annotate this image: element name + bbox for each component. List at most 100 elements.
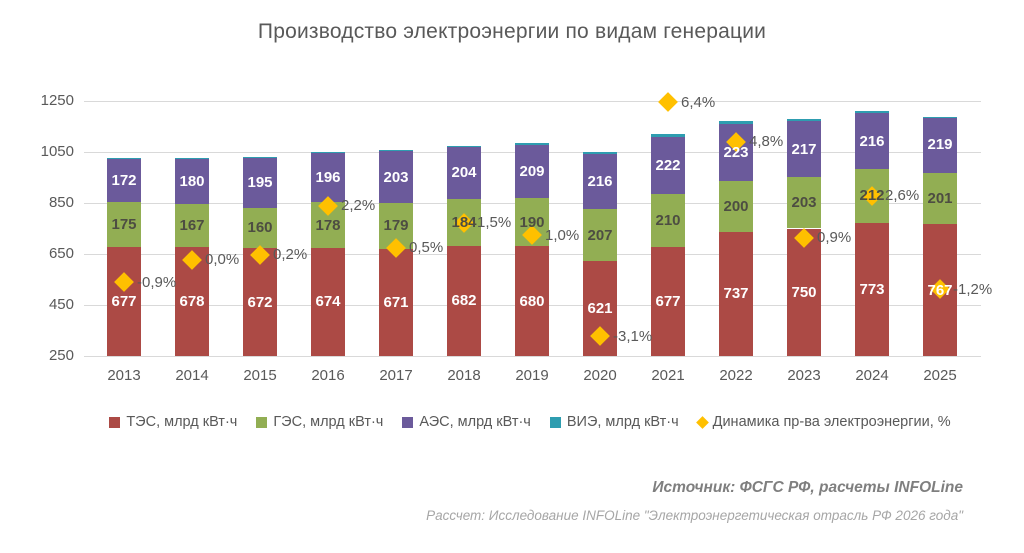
bar-segment xyxy=(447,145,481,147)
bar-segment xyxy=(311,152,345,203)
bar-segment xyxy=(379,248,413,356)
bar-segment xyxy=(175,157,209,159)
bar-value-label: 179 xyxy=(383,217,409,235)
legend-color-swatch xyxy=(109,416,121,428)
y-axis-tick-label: 250 xyxy=(48,347,74,364)
bar-segment xyxy=(855,113,889,169)
bar-value-label: 677 xyxy=(111,293,137,311)
bar-segment xyxy=(719,120,753,124)
y-axis-tick-label: 850 xyxy=(48,194,74,211)
bar-segment xyxy=(447,146,481,199)
bar-value-label: 621 xyxy=(587,300,613,318)
bar-value-label: 677 xyxy=(655,293,681,311)
bar-value-label: 178 xyxy=(315,216,341,234)
bar-segment xyxy=(107,202,141,248)
x-axis-label: 2019 xyxy=(515,367,549,384)
x-axis-label: 2018 xyxy=(447,367,481,384)
gridline xyxy=(84,100,981,102)
bar-value-label: 672 xyxy=(247,293,273,311)
legend-color-swatch xyxy=(256,416,268,428)
dynamics-percent-label: -3,1% xyxy=(613,327,653,345)
dynamics-percent-label: 0,2% xyxy=(273,246,308,264)
bar-segment xyxy=(651,193,685,248)
bar-segment xyxy=(923,117,957,173)
dynamics-percent-label: 2,6% xyxy=(885,187,920,205)
dynamics-percent-label: 1,5% xyxy=(477,214,512,232)
bar-value-label: 167 xyxy=(179,217,205,235)
bar-segment xyxy=(515,144,549,198)
bar-segment xyxy=(923,116,957,118)
plot-area: 250 450 650 850 1050 1250 677 175 172 2013 678 167 1… xyxy=(41,92,992,384)
bar-value-label: 750 xyxy=(791,283,817,301)
bar-value-label: 201 xyxy=(927,190,953,208)
dynamics-percent-label: 6,4% xyxy=(681,93,716,111)
x-axis-label: 2014 xyxy=(175,367,209,384)
bar-segment xyxy=(719,180,753,232)
bar-value-label: 204 xyxy=(451,164,477,182)
bar-segment xyxy=(379,150,413,152)
bar-value-label: 210 xyxy=(655,211,681,229)
bar-value-label: 767 xyxy=(927,281,953,299)
legend-item: ТЭС, млрд кВт·ч xyxy=(109,414,237,430)
x-axis-label: 2016 xyxy=(311,367,345,384)
bar-value-label: 674 xyxy=(315,293,341,311)
bar-segment xyxy=(175,204,209,247)
bar-value-label: 195 xyxy=(247,174,273,192)
legend-label: Динамика пр-ва электроэнергии, % xyxy=(712,414,951,430)
bar-value-label: 680 xyxy=(519,292,545,310)
dynamics-percent-label: 4,8% xyxy=(749,133,784,151)
bar-segment xyxy=(583,153,617,209)
legend-label: АЭС, млрд кВт·ч xyxy=(419,414,531,430)
x-axis-label: 2023 xyxy=(787,367,821,384)
dynamics-percent-label: -1,2% xyxy=(953,280,993,298)
legend-label: ТЭС, млрд кВт·ч xyxy=(126,414,238,430)
bar-value-label: 219 xyxy=(927,136,953,154)
bar-segment xyxy=(651,136,685,194)
bar-segment xyxy=(787,176,821,229)
bar-segment xyxy=(311,247,345,356)
bar-segment xyxy=(787,119,821,122)
bar-value-label: 203 xyxy=(791,194,817,212)
bar-value-label: 209 xyxy=(519,162,545,180)
dynamics-percent-label: -0,9% xyxy=(137,273,177,291)
bar-value-label: 203 xyxy=(383,168,409,186)
bar-segment xyxy=(651,247,685,356)
bar-segment xyxy=(515,143,549,145)
x-axis-label: 2013 xyxy=(107,367,141,384)
x-axis-label: 2024 xyxy=(855,367,889,384)
bar-value-label: 223 xyxy=(723,143,749,161)
bar-segment xyxy=(787,228,821,356)
bar-segment xyxy=(515,246,549,356)
legend-diamond-swatch xyxy=(695,415,709,429)
y-axis-tick-label: 1250 xyxy=(40,92,74,109)
bar-value-label: 217 xyxy=(791,140,817,158)
legend-item: Динамика пр-ва электроэнергии, % xyxy=(695,414,951,430)
bar-segment xyxy=(311,151,345,153)
dynamics-diamond-marker xyxy=(658,92,678,113)
y-axis-tick-label: 450 xyxy=(48,296,74,313)
bar-segment xyxy=(651,134,685,137)
dynamics-percent-label: 0,0% xyxy=(205,251,240,269)
x-axis-label: 2022 xyxy=(719,367,753,384)
bar-segment xyxy=(583,152,617,154)
bar-segment xyxy=(243,157,277,158)
bar-segment xyxy=(107,247,141,356)
y-axis-tick-label: 650 xyxy=(48,245,74,262)
bar-value-label: 160 xyxy=(247,219,273,237)
dynamics-percent-label: 0,9% xyxy=(817,229,852,247)
bar-segment xyxy=(719,231,753,356)
dynamics-percent-label: 1,0% xyxy=(545,226,580,244)
bar-segment xyxy=(855,222,889,356)
bar-segment xyxy=(107,158,141,203)
x-axis-label: 2020 xyxy=(583,367,617,384)
bar-segment xyxy=(243,248,277,356)
x-axis-label: 2017 xyxy=(379,367,413,384)
legend-label: ВИЭ, млрд кВт·ч xyxy=(566,414,679,430)
gridline xyxy=(84,355,981,357)
dynamics-percent-label: 2,2% xyxy=(341,197,376,215)
bar-value-label: 200 xyxy=(723,197,749,215)
legend-item: ГЭС, млрд кВт·ч xyxy=(256,414,383,430)
bar-value-label: 737 xyxy=(723,285,749,303)
bar-value-label: 207 xyxy=(587,226,613,244)
